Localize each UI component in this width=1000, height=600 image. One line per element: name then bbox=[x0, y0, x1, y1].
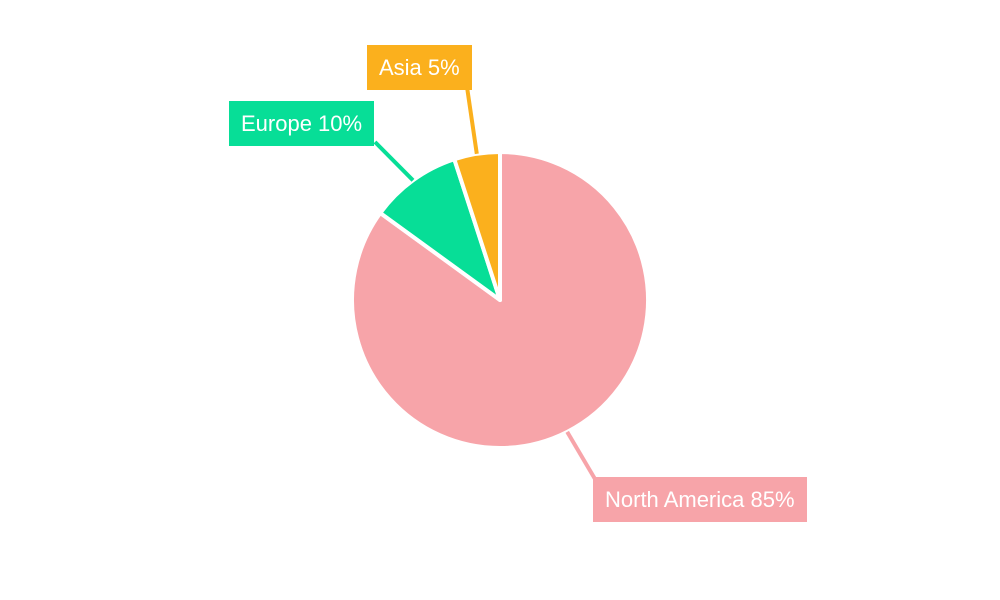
leader-line-north-america bbox=[565, 430, 597, 481]
callout-north-america-label: North America 85% bbox=[605, 487, 795, 512]
callout-asia-label: Asia 5% bbox=[379, 55, 460, 80]
callout-north-america: North America 85% bbox=[593, 477, 807, 522]
callout-europe: Europe 10% bbox=[229, 101, 375, 146]
leader-line-asia bbox=[465, 86, 479, 155]
callout-europe-label: Europe 10% bbox=[241, 111, 363, 136]
callout-asia: Asia 5% bbox=[367, 45, 472, 90]
pie-slice-asia bbox=[452, 149, 502, 302]
leader-line-europe bbox=[373, 140, 415, 182]
